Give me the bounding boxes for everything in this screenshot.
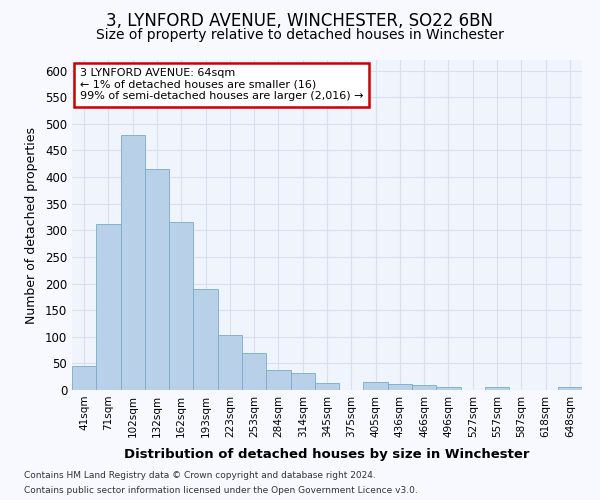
X-axis label: Distribution of detached houses by size in Winchester: Distribution of detached houses by size … xyxy=(124,448,530,461)
Bar xyxy=(485,388,509,390)
Bar xyxy=(193,289,218,390)
Bar xyxy=(169,222,193,390)
Text: Size of property relative to detached houses in Winchester: Size of property relative to detached ho… xyxy=(96,28,504,42)
Text: 3 LYNFORD AVENUE: 64sqm
← 1% of detached houses are smaller (16)
99% of semi-det: 3 LYNFORD AVENUE: 64sqm ← 1% of detached… xyxy=(80,68,363,102)
Bar xyxy=(266,370,290,390)
Bar xyxy=(290,373,315,390)
Bar xyxy=(388,384,412,390)
Bar xyxy=(436,387,461,390)
Bar xyxy=(558,388,582,390)
Bar xyxy=(315,382,339,390)
Text: 3, LYNFORD AVENUE, WINCHESTER, SO22 6BN: 3, LYNFORD AVENUE, WINCHESTER, SO22 6BN xyxy=(107,12,493,30)
Bar xyxy=(218,334,242,390)
Y-axis label: Number of detached properties: Number of detached properties xyxy=(25,126,38,324)
Bar xyxy=(145,169,169,390)
Bar xyxy=(412,385,436,390)
Text: Contains HM Land Registry data © Crown copyright and database right 2024.: Contains HM Land Registry data © Crown c… xyxy=(24,471,376,480)
Text: Contains public sector information licensed under the Open Government Licence v3: Contains public sector information licen… xyxy=(24,486,418,495)
Bar xyxy=(96,224,121,390)
Bar xyxy=(242,352,266,390)
Bar xyxy=(72,366,96,390)
Bar xyxy=(121,134,145,390)
Bar xyxy=(364,382,388,390)
